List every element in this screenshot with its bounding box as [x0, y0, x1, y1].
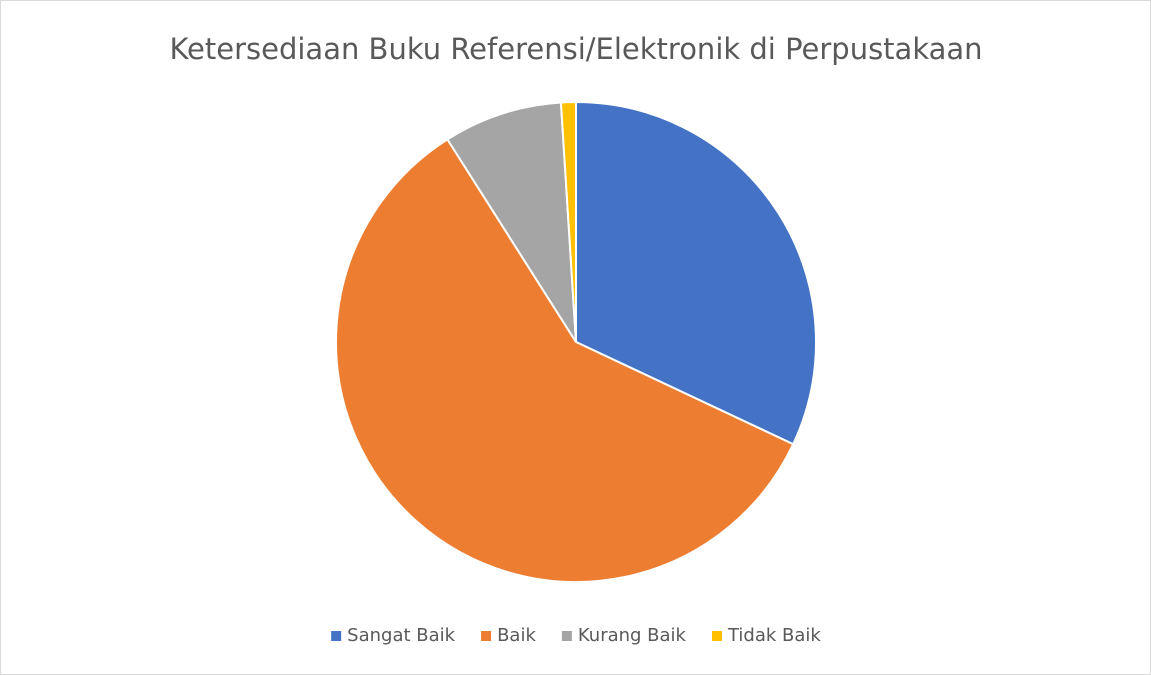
- legend-swatch: [561, 631, 572, 641]
- legend-label: Sangat Baik: [347, 625, 455, 646]
- legend-swatch: [481, 631, 492, 641]
- pie-slice: [559, 100, 577, 343]
- legend-label: Tidak Baik: [727, 625, 821, 646]
- pie-slice: [575, 100, 817, 446]
- pie-slice: [446, 101, 577, 343]
- legend-label: Kurang Baik: [578, 625, 687, 646]
- chart-title: Ketersediaan Buku Referensi/Elektronik d…: [169, 32, 982, 66]
- pie-slice: [335, 137, 795, 583]
- legend-swatch: [331, 631, 342, 641]
- legend-label: Baik: [497, 625, 536, 646]
- legend-swatch: [711, 631, 722, 641]
